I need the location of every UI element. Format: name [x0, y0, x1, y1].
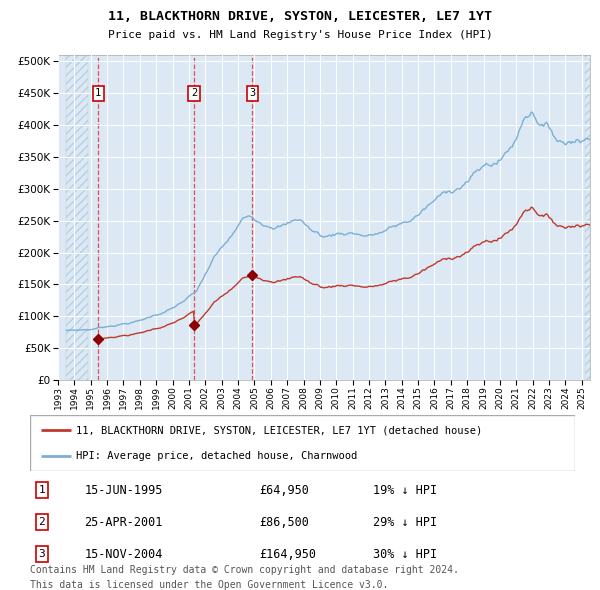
Text: £86,500: £86,500 — [259, 516, 309, 529]
Text: 1: 1 — [38, 485, 46, 495]
Text: 3: 3 — [38, 549, 46, 559]
Text: £164,950: £164,950 — [259, 548, 316, 560]
Text: HPI: Average price, detached house, Charnwood: HPI: Average price, detached house, Char… — [76, 451, 358, 461]
Text: 15-JUN-1995: 15-JUN-1995 — [85, 483, 163, 497]
Text: Price paid vs. HM Land Registry's House Price Index (HPI): Price paid vs. HM Land Registry's House … — [107, 30, 493, 40]
Text: 15-NOV-2004: 15-NOV-2004 — [85, 548, 163, 560]
Text: 2: 2 — [191, 88, 197, 99]
Text: 3: 3 — [250, 88, 256, 99]
FancyBboxPatch shape — [30, 415, 575, 471]
Text: 1: 1 — [95, 88, 101, 99]
Text: 11, BLACKTHORN DRIVE, SYSTON, LEICESTER, LE7 1YT: 11, BLACKTHORN DRIVE, SYSTON, LEICESTER,… — [108, 10, 492, 23]
Text: 2: 2 — [38, 517, 46, 527]
Text: £64,950: £64,950 — [259, 483, 309, 497]
Text: This data is licensed under the Open Government Licence v3.0.: This data is licensed under the Open Gov… — [30, 580, 388, 590]
Text: 11, BLACKTHORN DRIVE, SYSTON, LEICESTER, LE7 1YT (detached house): 11, BLACKTHORN DRIVE, SYSTON, LEICESTER,… — [76, 425, 482, 435]
Text: 30% ↓ HPI: 30% ↓ HPI — [373, 548, 437, 560]
Text: 25-APR-2001: 25-APR-2001 — [85, 516, 163, 529]
Text: Contains HM Land Registry data © Crown copyright and database right 2024.: Contains HM Land Registry data © Crown c… — [30, 565, 459, 575]
Text: 29% ↓ HPI: 29% ↓ HPI — [373, 516, 437, 529]
Text: 19% ↓ HPI: 19% ↓ HPI — [373, 483, 437, 497]
